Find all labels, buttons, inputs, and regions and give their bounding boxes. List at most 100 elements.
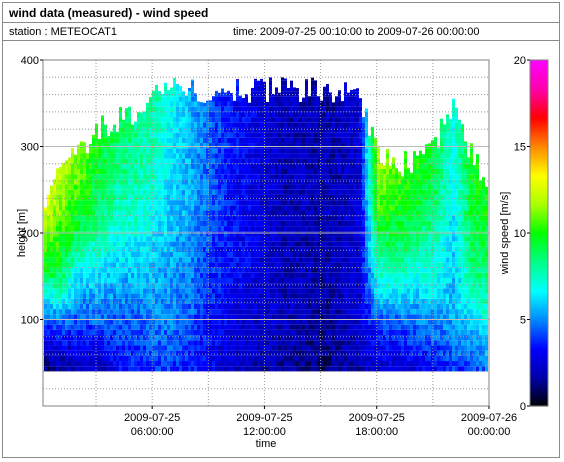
heatmap-cell: [53, 184, 56, 190]
heatmap-cell: [179, 96, 182, 102]
heatmap-cell: [143, 122, 146, 128]
heatmap-cell: [230, 194, 233, 201]
heatmap-cell: [170, 200, 173, 206]
heatmap-cell: [161, 267, 164, 273]
heatmap-cell: [170, 335, 173, 341]
heatmap-cell: [254, 231, 257, 237]
heatmap-cell: [71, 314, 74, 320]
heatmap-cell: [95, 298, 98, 304]
heatmap-cell: [65, 168, 68, 175]
heatmap-cell: [287, 87, 290, 92]
heatmap-cell: [50, 366, 53, 372]
heatmap-cell: [62, 267, 65, 273]
heatmap-cell: [182, 189, 185, 195]
heatmap-cell: [74, 283, 77, 289]
heatmap-cell: [176, 335, 179, 341]
heatmap-cell: [107, 231, 110, 237]
heatmap-cell: [191, 236, 194, 242]
heatmap-cell: [314, 220, 317, 227]
heatmap-cell: [236, 283, 239, 289]
heatmap-cell: [218, 298, 221, 304]
heatmap-cell: [122, 148, 125, 154]
heatmap-cell: [53, 194, 56, 201]
heatmap-cell: [47, 350, 50, 356]
heatmap-cell: [290, 355, 293, 362]
heatmap-cell: [254, 319, 257, 325]
heatmap-cell: [113, 153, 116, 159]
heatmap-cell: [317, 277, 320, 284]
heatmap-cell: [305, 335, 308, 341]
heatmap-cell: [170, 189, 173, 195]
heatmap-cell: [212, 293, 215, 299]
heatmap-cell: [239, 220, 242, 227]
heatmap-cell: [185, 153, 188, 159]
heatmap-cell: [197, 340, 200, 346]
heatmap-cell: [239, 127, 242, 133]
heatmap-cell: [197, 205, 200, 211]
heatmap-cell: [218, 272, 221, 278]
heatmap-cell: [266, 148, 269, 154]
heatmap-cell: [245, 324, 248, 330]
heatmap-cell: [191, 272, 194, 278]
heatmap-cell: [173, 319, 176, 325]
heatmap-cell: [188, 335, 191, 341]
heatmap-cell: [329, 319, 332, 325]
heatmap-cell: [311, 106, 314, 112]
heatmap-cell: [308, 345, 311, 351]
heatmap-cell: [215, 252, 218, 258]
heatmap-cell: [311, 226, 314, 232]
heatmap-cell: [278, 303, 281, 310]
heatmap-cell: [254, 78, 257, 81]
heatmap-cell: [221, 329, 224, 336]
heatmap-cell: [215, 101, 218, 107]
heatmap-cell: [281, 246, 284, 253]
info-bar: station : METEOCAT1 time: 2009-07-25 00:…: [3, 23, 559, 41]
heatmap-cell: [122, 184, 125, 190]
heatmap-cell: [281, 361, 284, 367]
heatmap-cell: [317, 200, 320, 206]
heatmap-cell: [140, 148, 143, 154]
heatmap-cell: [302, 200, 305, 206]
heatmap-cell: [278, 257, 281, 263]
heatmap-cell: [128, 137, 131, 144]
heatmap-cell: [212, 210, 215, 216]
heatmap-cell: [155, 179, 158, 185]
heatmap-cell: [167, 106, 170, 112]
heatmap-cell: [125, 277, 128, 284]
heatmap-cell: [101, 355, 104, 362]
heatmap-cell: [59, 314, 62, 320]
heatmap-cell: [329, 345, 332, 351]
heatmap-cell: [299, 272, 302, 278]
heatmap-cell: [290, 200, 293, 206]
heatmap-cell: [233, 309, 236, 315]
heatmap-cell: [224, 163, 227, 169]
heatmap-cell: [260, 122, 263, 128]
heatmap-cell: [278, 210, 281, 216]
heatmap-cell: [152, 163, 155, 169]
heatmap-cell: [110, 215, 113, 221]
heatmap-cell: [266, 184, 269, 190]
heatmap-cell: [149, 252, 152, 258]
heatmap-cell: [227, 319, 230, 325]
heatmap-cell: [182, 257, 185, 263]
heatmap-cell: [104, 236, 107, 242]
heatmap-cell: [95, 143, 98, 149]
heatmap-cell: [329, 96, 332, 102]
heatmap-cell: [329, 117, 332, 123]
heatmap-cell: [113, 215, 116, 221]
heatmap-cell: [239, 350, 242, 356]
heatmap-cell: [140, 267, 143, 273]
heatmap-cell: [200, 288, 203, 294]
heatmap-cell: [290, 168, 293, 175]
heatmap-cell: [248, 117, 251, 123]
heatmap-cell: [50, 220, 53, 227]
heatmap-cell: [278, 137, 281, 144]
heatmap-cell: [131, 366, 134, 372]
heatmap-cell: [122, 246, 125, 253]
heatmap-cell: [314, 184, 317, 190]
heatmap-cell: [242, 241, 245, 247]
heatmap-cell: [125, 236, 128, 242]
heatmap-cell: [161, 303, 164, 310]
heatmap-cell: [269, 324, 272, 330]
heatmap-cell: [320, 303, 323, 310]
